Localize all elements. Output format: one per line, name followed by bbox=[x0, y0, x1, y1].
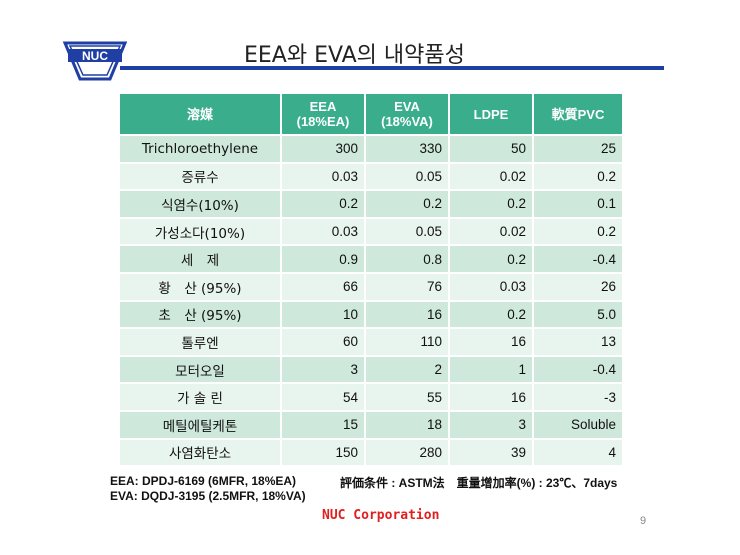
table-cell: 16 bbox=[449, 382, 534, 411]
table-cell: 0.02 bbox=[449, 216, 534, 246]
table-cell: 110 bbox=[365, 327, 450, 356]
table-cell: 16 bbox=[449, 327, 534, 356]
table-cell: 0.2 bbox=[449, 244, 534, 273]
table-cell: 26 bbox=[533, 271, 622, 301]
table-row: 톨루엔 60 110 16 13 bbox=[120, 327, 622, 356]
table-cell: 39 bbox=[449, 437, 534, 466]
table-cell: 0.2 bbox=[449, 189, 534, 218]
table-cell: 0.2 bbox=[533, 216, 622, 246]
table-row: Trichloroethylene 300 330 50 25 bbox=[120, 134, 622, 163]
table-cell: 0.2 bbox=[365, 189, 450, 218]
solvent-name: 세 제 bbox=[120, 244, 282, 273]
table-cell: 300 bbox=[281, 134, 366, 163]
solvent-name: Trichloroethylene bbox=[120, 134, 282, 163]
nuc-logo: NUC bbox=[62, 41, 128, 81]
table-row: 식염수(10%) 0.2 0.2 0.2 0.1 bbox=[120, 189, 622, 218]
footnote-eea: EEA: DPDJ-6169 (6MFR, 18%EA) bbox=[110, 474, 297, 488]
footnote-conditions: 評価条件 : ASTM法 重量增加率(%) : 23℃、7days bbox=[340, 476, 618, 490]
solvent-name: 톨루엔 bbox=[120, 327, 282, 356]
solvent-name: 메틸에틸케톤 bbox=[120, 409, 282, 439]
column-header-label: EVA bbox=[394, 99, 420, 114]
column-header: 軟質PVC bbox=[533, 94, 622, 135]
table-row: 가 솔 린 54 55 16 -3 bbox=[120, 382, 622, 411]
column-header: LDPE bbox=[449, 94, 534, 135]
table-cell: 0.03 bbox=[449, 271, 534, 301]
table-cell: 0.9 bbox=[281, 244, 366, 273]
table-cell: 0.05 bbox=[365, 161, 450, 191]
column-header-label: 溶媒 bbox=[186, 106, 213, 122]
title-underline bbox=[120, 66, 664, 70]
footnote-grades: EEA: DPDJ-6169 (6MFR, 18%EA) EVA: DQDJ-3… bbox=[110, 474, 306, 504]
table-header-row: 溶媒 EEA (18%EA) EVA (18%VA) LDPE 軟質PVC bbox=[120, 94, 622, 135]
table-row: 사염화탄소 150 280 39 4 bbox=[120, 437, 622, 466]
table-cell: -0.4 bbox=[533, 244, 622, 273]
table-cell: 1 bbox=[449, 354, 534, 384]
corporation-name: NUC Corporation bbox=[322, 508, 440, 523]
column-header: EVA (18%VA) bbox=[365, 94, 450, 135]
table-cell: -0.4 bbox=[533, 354, 622, 384]
solvent-name: 사염화탄소 bbox=[120, 437, 282, 466]
footnote-eva: EVA: DQDJ-3195 (2.5MFR, 18%VA) bbox=[110, 489, 306, 503]
solvent-name: 초 산 (95%) bbox=[120, 299, 282, 329]
table-cell: 0.2 bbox=[449, 299, 534, 329]
table-cell: 4 bbox=[533, 437, 622, 466]
table-cell: 0.05 bbox=[365, 216, 450, 246]
column-header-sublabel: (18%VA) bbox=[381, 114, 433, 129]
table-row: 모터오일 3 2 1 -0.4 bbox=[120, 354, 622, 384]
table-cell: 2 bbox=[365, 354, 450, 384]
table-cell: 54 bbox=[281, 382, 366, 411]
table-cell: 76 bbox=[365, 271, 450, 301]
table-row: 세 제 0.9 0.8 0.2 -0.4 bbox=[120, 244, 622, 273]
table-cell: 66 bbox=[281, 271, 366, 301]
solvent-name: 모터오일 bbox=[120, 354, 282, 384]
page-title: EEA와 EVA의 내약품성 bbox=[244, 43, 465, 68]
table-cell: 25 bbox=[533, 134, 622, 163]
table-cell: 0.02 bbox=[449, 161, 534, 191]
solvent-name: 가성소다(10%) bbox=[120, 216, 282, 246]
table-row: 황 산 (95%) 66 76 0.03 26 bbox=[120, 271, 622, 301]
solvent-name: 증류수 bbox=[120, 161, 282, 191]
table-cell: 18 bbox=[365, 409, 450, 439]
table-cell: 13 bbox=[533, 327, 622, 356]
table-cell: 280 bbox=[365, 437, 450, 466]
table-cell: 55 bbox=[365, 382, 450, 411]
solvent-name: 황 산 (95%) bbox=[120, 271, 282, 301]
chemical-resistance-table: 溶媒 EEA (18%EA) EVA (18%VA) LDPE 軟質PVC Trichlor… bbox=[120, 94, 622, 466]
table-cell: 0.2 bbox=[533, 161, 622, 191]
table-row: 메틸에틸케톤 15 18 3 Soluble bbox=[120, 409, 622, 439]
table-cell: 10 bbox=[281, 299, 366, 329]
table-cell: 330 bbox=[365, 134, 450, 163]
page-number: 9 bbox=[640, 515, 647, 527]
column-header-label: EEA bbox=[309, 99, 337, 114]
table-cell: 150 bbox=[281, 437, 366, 466]
table-cell: 3 bbox=[449, 409, 534, 439]
table-cell: Soluble bbox=[533, 409, 622, 439]
column-header: 溶媒 bbox=[120, 94, 282, 135]
table-row: 초 산 (95%) 10 16 0.2 5.0 bbox=[120, 299, 622, 329]
table-cell: 0.03 bbox=[281, 216, 366, 246]
table-cell: 0.03 bbox=[281, 161, 366, 191]
table-cell: 5.0 bbox=[533, 299, 622, 329]
solvent-name: 식염수(10%) bbox=[120, 189, 282, 218]
table-cell: 60 bbox=[281, 327, 366, 356]
table-row: 가성소다(10%) 0.03 0.05 0.02 0.2 bbox=[120, 216, 622, 246]
table-cell: 3 bbox=[281, 354, 366, 384]
column-header-label: LDPE bbox=[473, 106, 509, 122]
table-cell: -3 bbox=[533, 382, 622, 411]
logo-text: NUC bbox=[82, 49, 108, 63]
column-header-label: 軟質PVC bbox=[551, 106, 605, 122]
table-cell: 0.2 bbox=[281, 189, 366, 218]
table-cell: 50 bbox=[449, 134, 534, 163]
table-cell: 16 bbox=[365, 299, 450, 329]
column-header-sublabel: (18%EA) bbox=[296, 114, 350, 129]
solvent-name: 가 솔 린 bbox=[120, 382, 282, 411]
column-header: EEA (18%EA) bbox=[281, 94, 366, 135]
table-cell: 15 bbox=[281, 409, 366, 439]
table-cell: 0.1 bbox=[533, 189, 622, 218]
table-cell: 0.8 bbox=[365, 244, 450, 273]
table-row: 증류수 0.03 0.05 0.02 0.2 bbox=[120, 161, 622, 191]
